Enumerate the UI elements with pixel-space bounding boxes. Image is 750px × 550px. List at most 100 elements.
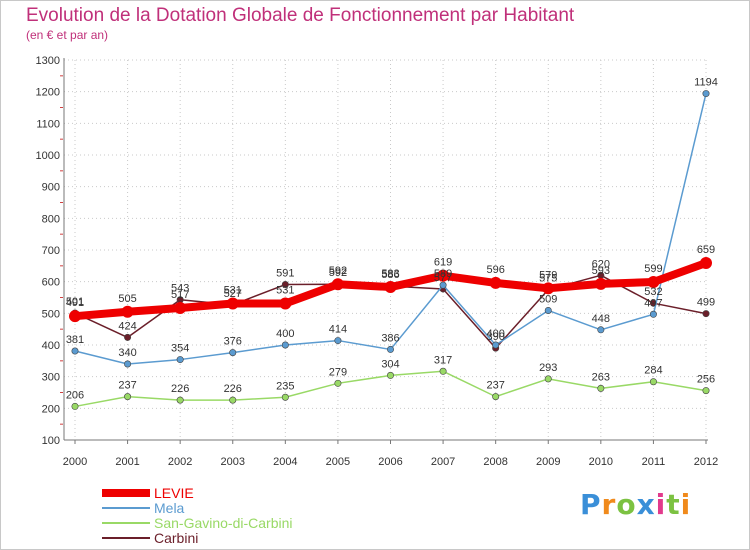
point-levie: [437, 269, 450, 282]
data-label-carbini: 592: [329, 267, 347, 279]
point-mela: [71, 347, 79, 355]
x-tick-label: 2002: [168, 456, 192, 468]
data-label-san-gavino-di-carbini: 256: [697, 374, 715, 386]
y-tick-label: 1200: [36, 87, 60, 99]
data-label-carbini: 591: [276, 268, 294, 280]
x-tick-label: 2010: [589, 456, 613, 468]
y-tick-label: 300: [42, 372, 60, 384]
point-san-gavino-di-carbini: [544, 375, 552, 383]
point-san-gavino-di-carbini: [229, 396, 237, 404]
point-levie: [647, 275, 660, 288]
data-label-san-gavino-di-carbini: 226: [171, 383, 189, 395]
y-tick-label: 1300: [36, 55, 60, 67]
point-levie: [279, 297, 292, 310]
x-tick-label: 2005: [326, 456, 350, 468]
x-tick-label: 2003: [221, 456, 245, 468]
point-levie: [69, 310, 81, 323]
point-levie: [384, 281, 397, 294]
data-label-levie: 505: [118, 293, 136, 305]
data-label-mela: 497: [644, 297, 662, 309]
legend-label-mela: Mela: [154, 500, 185, 516]
point-san-gavino-di-carbini: [649, 378, 657, 386]
data-label-carbini: 499: [697, 297, 715, 309]
data-label-levie: 531: [276, 285, 294, 297]
x-tick-label: 2000: [63, 456, 87, 468]
point-san-gavino-di-carbini: [124, 393, 132, 401]
point-mela: [544, 306, 552, 314]
point-levie: [174, 301, 187, 314]
data-label-mela: 340: [118, 347, 136, 359]
chart-subtitle: (en € et par an): [26, 28, 109, 42]
legend-label-san-gavino-di-carbini: San-Gavino-di-Carbini: [154, 515, 293, 531]
data-label-san-gavino-di-carbini: 293: [539, 362, 557, 374]
data-label-san-gavino-di-carbini: 226: [224, 383, 242, 395]
data-label-levie: 583: [381, 268, 399, 280]
data-label-levie: 531: [224, 285, 242, 297]
data-label-carbini: 575: [539, 273, 557, 285]
point-levie: [542, 282, 555, 295]
data-label-san-gavino-di-carbini: 279: [329, 366, 347, 378]
point-levie: [594, 277, 607, 290]
point-mela: [649, 310, 657, 318]
data-label-san-gavino-di-carbini: 206: [66, 389, 84, 401]
y-tick-label: 600: [42, 277, 60, 289]
data-label-levie: 579: [539, 269, 557, 281]
data-label-mela: 1194: [694, 77, 718, 89]
y-tick-label: 800: [42, 213, 60, 225]
point-san-gavino-di-carbini: [71, 402, 79, 410]
point-mela: [492, 341, 500, 349]
data-label-levie: 659: [697, 244, 715, 256]
point-levie: [700, 256, 712, 269]
legend-label-levie: LEVIE: [154, 485, 194, 501]
y-tick-label: 200: [42, 403, 60, 415]
data-label-carbini: 577: [434, 272, 452, 284]
x-tick-label: 2007: [431, 456, 455, 468]
data-label-levie: 599: [644, 263, 662, 275]
y-tick-label: 500: [42, 308, 60, 320]
point-levie: [121, 305, 134, 318]
data-label-carbini: 543: [171, 283, 189, 295]
data-label-mela: 589: [434, 268, 452, 280]
point-mela: [702, 90, 710, 98]
data-label-mela: 400: [486, 328, 504, 340]
x-tick-label: 2012: [694, 456, 718, 468]
legend-label-carbini: Carbini: [154, 530, 198, 546]
point-san-gavino-di-carbini: [702, 387, 710, 395]
data-label-carbini: 532: [644, 286, 662, 298]
point-levie: [331, 278, 344, 291]
data-label-san-gavino-di-carbini: 237: [486, 380, 504, 392]
data-label-carbini: 424: [118, 320, 136, 332]
point-carbini: [281, 281, 289, 289]
x-tick-label: 2008: [483, 456, 507, 468]
point-san-gavino-di-carbini: [176, 396, 184, 404]
point-mela: [176, 356, 184, 364]
x-tick-label: 2006: [378, 456, 402, 468]
data-label-carbini: 501: [66, 296, 84, 308]
y-tick-label: 400: [42, 340, 60, 352]
y-tick-label: 900: [42, 182, 60, 194]
data-label-levie: 593: [592, 265, 610, 277]
data-label-mela: 448: [592, 313, 610, 325]
point-mela: [281, 341, 289, 349]
point-mela: [334, 337, 342, 345]
point-san-gavino-di-carbini: [386, 371, 394, 379]
y-tick-label: 100: [42, 435, 60, 447]
data-label-carbini: 527: [224, 288, 242, 300]
data-label-levie: 619: [434, 257, 452, 269]
x-tick-label: 2001: [115, 456, 139, 468]
data-label-san-gavino-di-carbini: 284: [644, 365, 662, 377]
point-mela: [439, 281, 447, 289]
data-label-mela: 381: [66, 334, 84, 346]
data-label-levie: 596: [486, 264, 504, 276]
point-levie: [489, 276, 502, 289]
point-san-gavino-di-carbini: [334, 379, 342, 387]
point-mela: [124, 360, 132, 368]
point-san-gavino-di-carbini: [281, 393, 289, 401]
data-label-san-gavino-di-carbini: 235: [276, 380, 294, 392]
y-tick-label: 700: [42, 245, 60, 257]
data-label-mela: 386: [381, 332, 399, 344]
data-label-mela: 376: [224, 336, 242, 348]
data-label-san-gavino-di-carbini: 304: [381, 358, 399, 370]
point-san-gavino-di-carbini: [439, 367, 447, 375]
